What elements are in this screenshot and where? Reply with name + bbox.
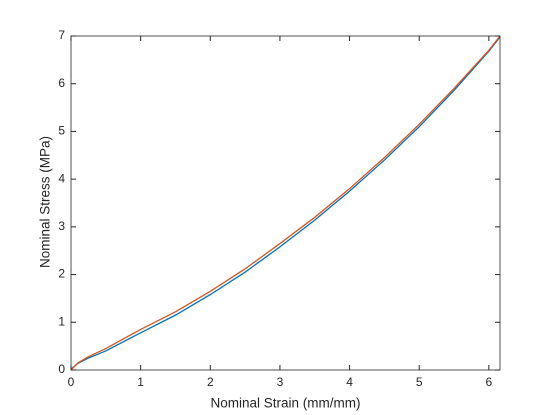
x-tick-label: 6: [486, 375, 493, 389]
x-tick-label: 0: [68, 375, 75, 389]
y-axis-label: Nominal Stress (MPa): [38, 136, 53, 268]
x-tick-label: 1: [137, 375, 144, 389]
y-tick-label: 2: [58, 267, 65, 281]
y-tick-label: 0: [58, 362, 65, 376]
x-axis-label: Nominal Strain (mm/mm): [210, 396, 360, 411]
x-tick-label: 4: [346, 375, 353, 389]
x-tick-label: 5: [416, 375, 423, 389]
x-tick-label: 2: [207, 375, 214, 389]
y-tick-label: 5: [58, 124, 65, 138]
y-tick-label: 4: [58, 171, 65, 185]
y-tick-label: 6: [58, 76, 65, 90]
y-tick-label: 7: [58, 28, 65, 42]
axes-box: [70, 35, 501, 371]
y-tick-label: 1: [58, 314, 65, 328]
y-tick-label: 3: [58, 219, 65, 233]
x-tick-label: 3: [277, 375, 284, 389]
series-line: [70, 35, 501, 371]
series-line: [70, 36, 501, 370]
